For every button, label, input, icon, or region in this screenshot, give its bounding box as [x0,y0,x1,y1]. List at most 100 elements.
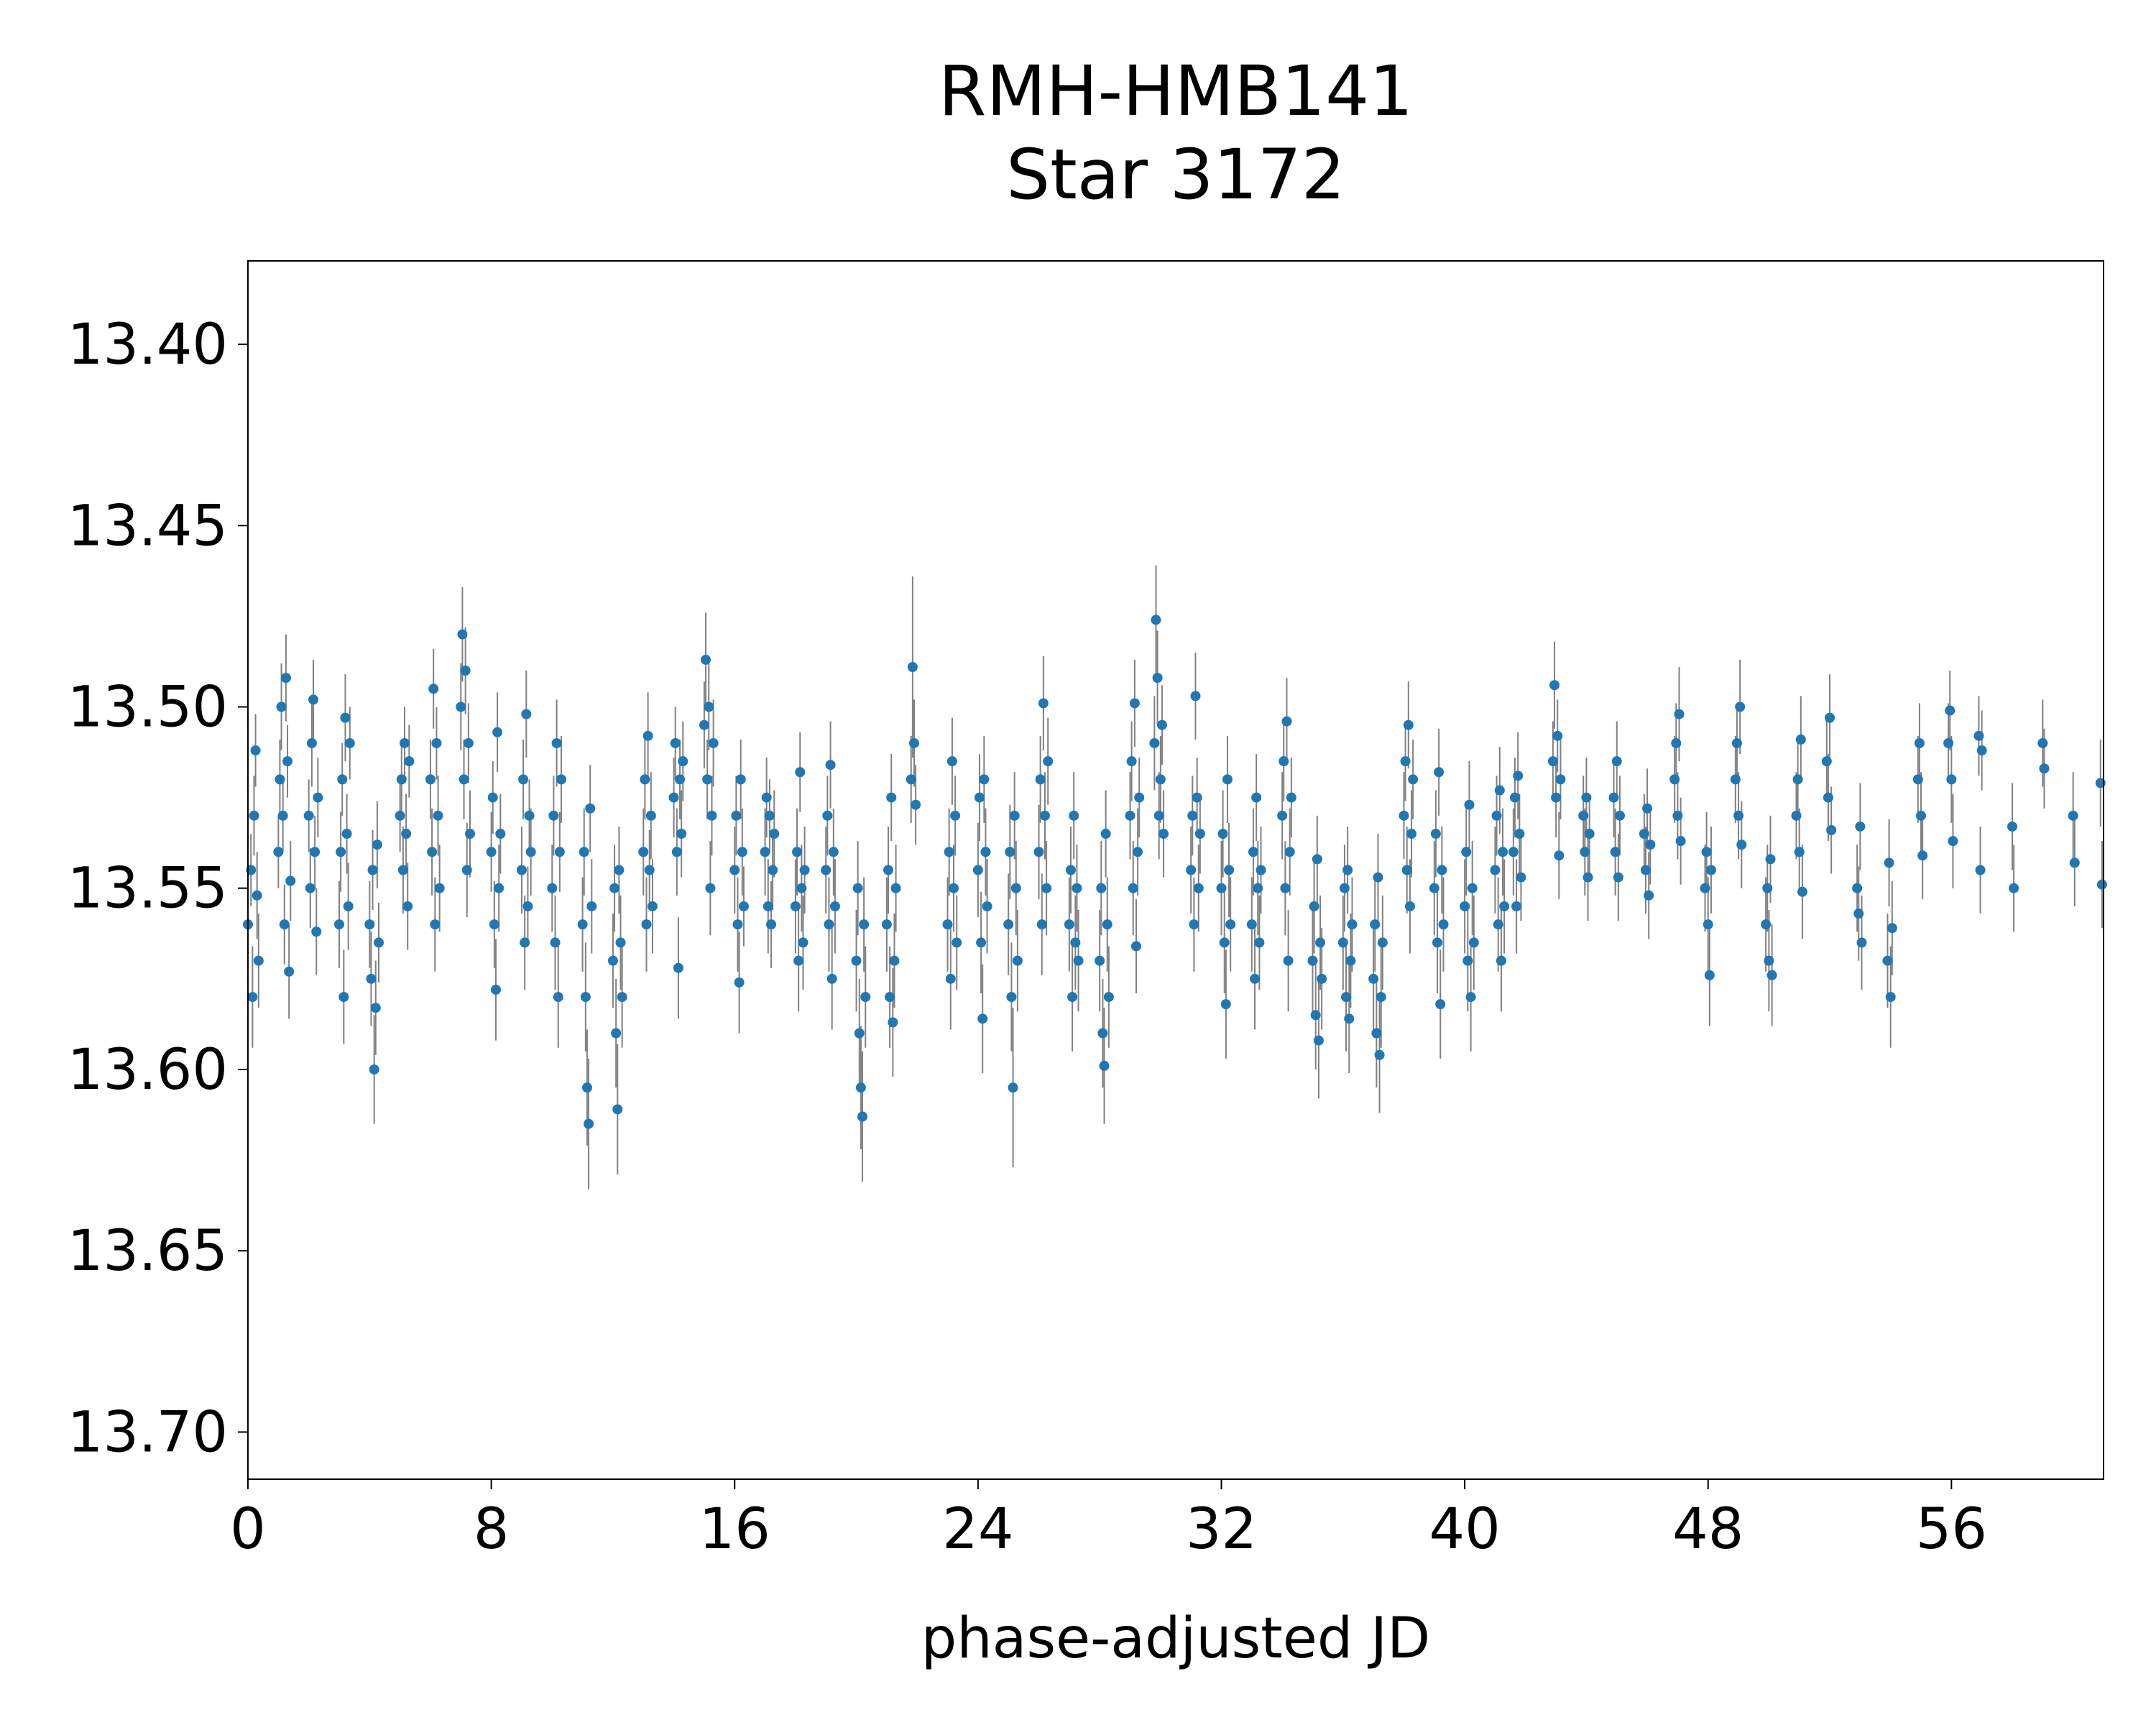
data-point [1853,908,1864,919]
data-point [890,883,901,893]
data-point [1036,919,1047,930]
data-point [950,810,961,821]
data-point [678,756,688,767]
data-point [486,847,497,857]
data-point [1611,756,1622,767]
data-point [701,654,711,665]
data-point [1581,792,1592,803]
data-point [434,883,445,893]
y-tick-label: 13.50 [68,675,228,740]
data-point [1491,810,1502,821]
data-point [1493,919,1503,930]
data-point [763,901,773,911]
data-point [885,992,895,1003]
data-point [1797,886,1807,897]
data-point [735,774,746,785]
data-point [1499,901,1510,911]
data-point [305,883,315,893]
data-point [1825,712,1835,723]
data-point [852,883,863,893]
data-point [1399,810,1409,821]
data-point [1823,792,1833,803]
data-point [609,883,620,893]
data-point [611,1028,622,1039]
data-point [1613,872,1623,883]
y-axis-ticks: 13.40 13.45 13.50 13.55 13.60 13.65 13.70 [68,313,248,1465]
data-point [1377,937,1388,948]
data-point [1005,847,1015,857]
data-point [1400,756,1411,767]
data-point [1256,865,1266,875]
data-point [1190,691,1201,702]
data-point [1791,810,1802,821]
data-point [250,745,261,756]
x-tick-label: 32 [1186,1497,1257,1562]
data-point [1886,923,1897,934]
data-point [1155,774,1166,785]
data-point [972,865,983,875]
data-point [1097,1028,1108,1039]
data-point [1704,970,1715,980]
data-point [1280,883,1291,893]
data-point [1006,992,1017,1003]
data-point [370,1003,381,1013]
data-point [1467,883,1478,893]
data-point [1035,774,1046,785]
data-point [2007,821,2018,832]
data-point [520,937,530,948]
data-point [1736,840,1747,850]
data-point [883,865,894,875]
data-point [790,901,801,911]
chart-subtitle: Star 3172 [1006,134,1345,215]
data-point [1703,919,1713,930]
data-point [1219,937,1230,948]
data-point [1700,883,1710,893]
data-point [1514,829,1525,840]
data-point [1401,865,1412,875]
data-point [586,901,597,911]
data-point [1644,890,1654,901]
data-point [547,883,558,893]
data-point [1009,810,1020,821]
x-axis-ticks: 0 8 16 24 32 40 48 56 [230,1479,1987,1562]
x-tick-label: 8 [474,1497,510,1562]
data-point [1220,999,1231,1010]
data-point [306,737,317,748]
data-point [344,737,355,748]
data-point [1642,803,1653,814]
data-point [333,919,344,930]
data-point [1246,919,1257,930]
data-point [855,1082,866,1093]
data-point [1374,1049,1385,1060]
data-point [1100,829,1111,840]
data-point [1765,854,1776,865]
data-point [275,774,285,785]
data-point [640,774,650,785]
data-point [793,955,804,966]
data-point [1149,737,1160,748]
data-point [1578,810,1589,821]
x-tick-label: 48 [1672,1497,1743,1562]
data-point [1973,730,1984,741]
data-point [826,973,837,984]
data-point [857,1111,868,1122]
data-point [460,666,471,676]
data-point [976,937,987,948]
data-point [1153,810,1164,821]
data-point [1496,955,1506,966]
data-point [399,737,410,748]
data-point [280,673,291,684]
data-point [1943,737,1954,748]
data-point [1917,850,1928,861]
data-point [1134,792,1145,803]
data-point [907,662,918,672]
data-point [277,810,288,821]
data-point [580,992,591,1003]
data-point [1639,829,1649,840]
data-point [670,737,681,748]
data-point [644,865,655,875]
data-point [1189,919,1199,930]
data-point [1794,847,1805,857]
data-point [1345,955,1356,966]
data-point [253,955,264,966]
